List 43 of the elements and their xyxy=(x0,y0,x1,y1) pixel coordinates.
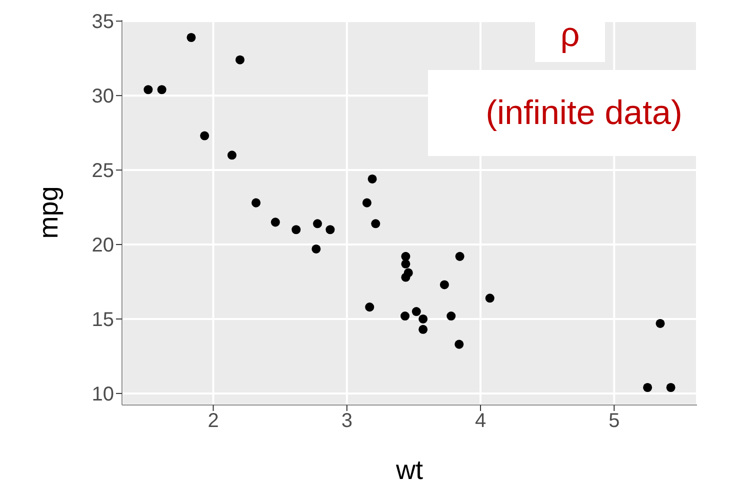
y-tick-label: 15 xyxy=(92,309,114,332)
point xyxy=(454,340,464,349)
point xyxy=(401,259,410,268)
point xyxy=(440,280,449,290)
y-tick-label: 10 xyxy=(92,384,114,406)
point xyxy=(666,382,676,392)
x-tick-label: 4 xyxy=(474,410,486,432)
point xyxy=(312,219,322,228)
x-tick-label: 3 xyxy=(341,410,352,432)
point xyxy=(368,174,377,184)
point xyxy=(157,85,166,94)
point xyxy=(270,218,280,227)
y-tick-label: 35 xyxy=(92,11,114,34)
point xyxy=(418,314,428,324)
point xyxy=(200,131,210,140)
point xyxy=(643,382,652,392)
x-tick-label: 5 xyxy=(608,410,620,432)
point xyxy=(401,272,410,282)
point xyxy=(227,150,236,160)
point xyxy=(365,302,374,312)
point xyxy=(418,324,428,334)
point xyxy=(186,32,196,42)
point xyxy=(312,244,321,254)
point xyxy=(401,252,410,261)
point xyxy=(371,219,380,228)
y-tick-label: 25 xyxy=(92,160,114,182)
point xyxy=(292,225,301,234)
point xyxy=(455,252,464,261)
point xyxy=(252,198,261,208)
point xyxy=(656,318,665,328)
point xyxy=(400,312,410,321)
point xyxy=(144,85,153,94)
y-tick-label: 30 xyxy=(92,86,114,108)
point xyxy=(446,312,456,321)
x-axis-title: wt xyxy=(395,455,424,485)
point xyxy=(326,225,335,234)
point xyxy=(362,198,372,208)
point xyxy=(235,55,245,64)
y-tick-label: 20 xyxy=(92,234,114,257)
x-tick-label: 2 xyxy=(208,410,219,432)
y-axis-title: mpg xyxy=(34,186,64,239)
point xyxy=(412,307,421,316)
point xyxy=(485,294,494,303)
